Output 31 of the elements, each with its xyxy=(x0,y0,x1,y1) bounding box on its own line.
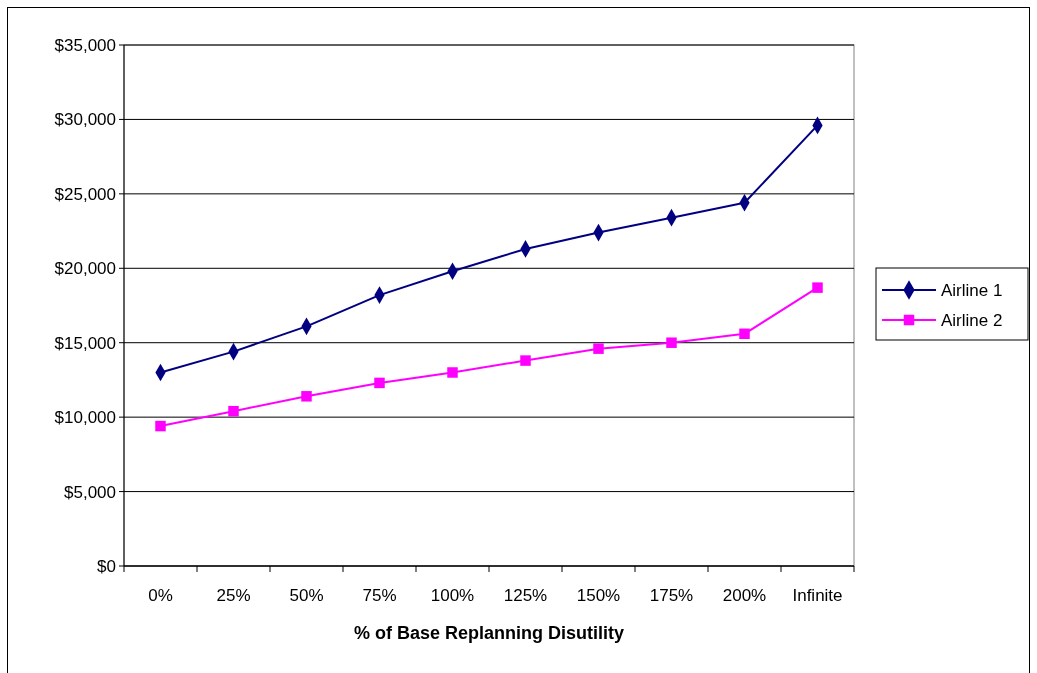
x-axis-title: % of Base Replanning Disutility xyxy=(353,623,625,643)
point xyxy=(666,337,677,348)
y-tick-label: $5,000 xyxy=(64,482,116,502)
y-tick-label: $30,000 xyxy=(54,110,116,130)
point xyxy=(374,377,385,389)
x-tick-label: 175% xyxy=(649,586,694,605)
y-tick-label: $10,000 xyxy=(54,408,116,428)
point xyxy=(520,355,531,366)
y-tick-label: $20,000 xyxy=(54,259,116,279)
point xyxy=(812,282,823,293)
y-tick-label: $25,000 xyxy=(54,184,116,204)
x-tick-label: 75% xyxy=(362,586,397,605)
y-tick-label: $35,000 xyxy=(54,35,116,55)
x-tick-label: 200% xyxy=(722,586,767,605)
point xyxy=(739,328,750,340)
x-tick-label: 125% xyxy=(503,586,548,605)
point xyxy=(228,405,239,417)
y-tick-label: $15,000 xyxy=(54,333,116,353)
x-tick-label: 0% xyxy=(148,586,173,605)
legend-label: Airline 2 xyxy=(941,310,1003,330)
point xyxy=(301,391,312,402)
point xyxy=(155,420,166,432)
x-tick-label: 50% xyxy=(289,586,324,605)
point xyxy=(447,367,458,378)
y-tick-label: $0 xyxy=(97,556,116,576)
point xyxy=(593,343,604,354)
x-tick-label: 25% xyxy=(216,586,251,605)
x-tick-label: 150% xyxy=(576,586,621,605)
legend-label: Airline 1 xyxy=(941,280,1003,300)
x-tick-label: 100% xyxy=(430,586,475,605)
x-tick-label: Infinite xyxy=(792,586,843,605)
